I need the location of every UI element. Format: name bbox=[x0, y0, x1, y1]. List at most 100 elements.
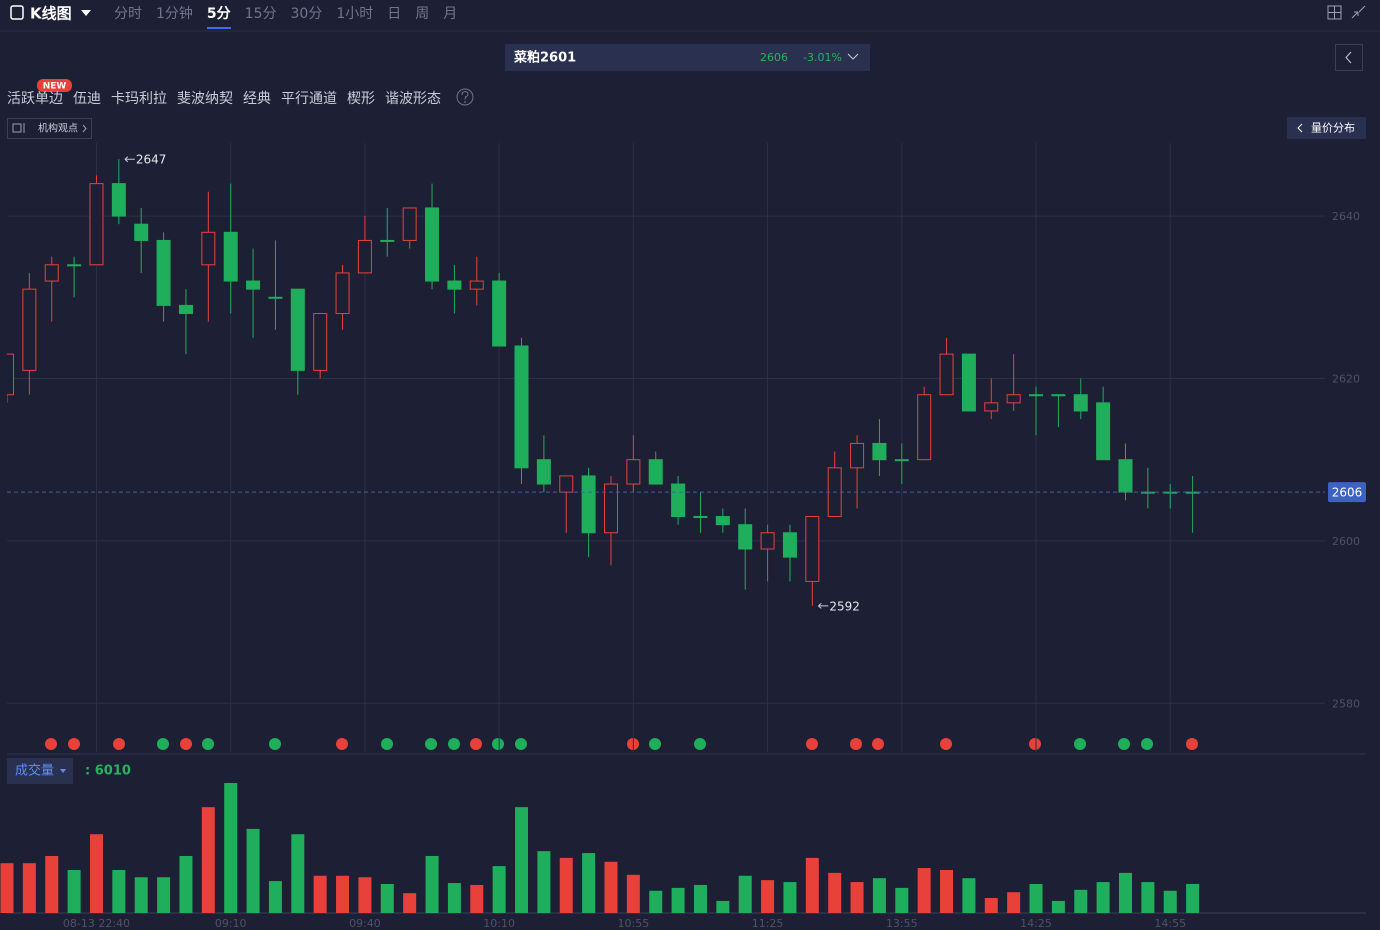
candle-body bbox=[1118, 459, 1133, 493]
volume-bar bbox=[895, 887, 909, 913]
volume-bar bbox=[246, 828, 260, 913]
drawing-tool[interactable]: 经典 bbox=[243, 91, 271, 107]
volume-bar bbox=[492, 866, 506, 913]
kline-icon[interactable] bbox=[10, 5, 24, 20]
new-badge bbox=[37, 79, 72, 92]
volume-current: : 6010 bbox=[85, 764, 131, 779]
volume-bar bbox=[224, 782, 238, 913]
volume-bar bbox=[1119, 872, 1132, 913]
drawing-tool[interactable]: 伍迪 bbox=[73, 91, 101, 107]
volume-bar bbox=[425, 855, 439, 913]
period-tab[interactable]: 分时 bbox=[114, 6, 142, 22]
symbol-box[interactable] bbox=[505, 44, 870, 71]
drawing-tool[interactable]: 斐波纳契 bbox=[177, 91, 233, 107]
y-tick-label: 2580 bbox=[1332, 697, 1360, 710]
candle-body bbox=[626, 459, 641, 485]
volume-bar bbox=[671, 887, 685, 913]
candle-body bbox=[514, 345, 529, 469]
period-tab[interactable]: 周 bbox=[415, 6, 430, 22]
volume-bar bbox=[201, 807, 215, 913]
candle-body bbox=[559, 475, 574, 493]
candle-body bbox=[290, 288, 305, 371]
top-bar bbox=[0, 0, 1380, 30]
volume-bar bbox=[1141, 882, 1155, 913]
volume-bar bbox=[917, 868, 931, 913]
candle-body bbox=[850, 442, 865, 469]
volume-bar bbox=[1074, 889, 1088, 913]
candle-body bbox=[22, 288, 37, 371]
period-tab[interactable]: 1分钟 bbox=[156, 6, 193, 22]
candle-body bbox=[67, 264, 82, 267]
period-tab[interactable]: 15分 bbox=[244, 6, 277, 22]
institution-icon bbox=[12, 123, 25, 133]
x-tick-label: 13:55 bbox=[886, 917, 918, 930]
candle-body bbox=[402, 207, 417, 241]
volume-bar bbox=[805, 857, 819, 913]
drawing-tool[interactable]: 活跃单边 bbox=[7, 91, 63, 107]
collapse-icon[interactable] bbox=[1351, 5, 1366, 19]
chart-kind[interactable]: K线图 bbox=[30, 5, 72, 23]
last-price-tag bbox=[1328, 482, 1366, 503]
institution-text[interactable]: 机构观点 bbox=[38, 122, 78, 135]
y-tick-label: 2600 bbox=[1332, 535, 1360, 548]
volume-bar bbox=[291, 834, 305, 913]
volume-bar bbox=[403, 893, 417, 913]
volume-bar bbox=[559, 857, 573, 913]
drawing-tool[interactable]: 卡玛利拉 bbox=[111, 91, 167, 107]
candle-body bbox=[89, 183, 104, 266]
candle-body bbox=[805, 516, 820, 582]
help-icon[interactable] bbox=[456, 88, 474, 106]
volume-profile-button[interactable] bbox=[1287, 117, 1366, 139]
layout-icon[interactable] bbox=[1327, 5, 1342, 20]
y-tick-label: 2640 bbox=[1332, 210, 1360, 223]
volume-bar bbox=[1186, 883, 1200, 913]
volume-bar bbox=[984, 898, 998, 913]
side-toggle-icon bbox=[1345, 51, 1352, 64]
volume-indicator[interactable]: 成交量 bbox=[15, 763, 54, 779]
candle-body bbox=[693, 516, 708, 519]
volume-bar bbox=[112, 869, 126, 913]
period-tab[interactable]: 1小时 bbox=[336, 6, 374, 22]
volume-bar bbox=[67, 869, 81, 913]
signal-icons bbox=[45, 738, 1198, 750]
side-toggle[interactable] bbox=[1335, 44, 1363, 71]
candle-body bbox=[469, 280, 484, 290]
volume-bar bbox=[268, 881, 282, 913]
dropdown-arrow[interactable] bbox=[81, 10, 91, 16]
new-badge-text: NEW bbox=[43, 82, 67, 92]
period-tab[interactable]: 5分 bbox=[206, 3, 231, 29]
symbol-dropdown[interactable] bbox=[847, 53, 859, 60]
period-tab[interactable]: 月 bbox=[443, 6, 458, 22]
period-tab[interactable]: 日 bbox=[387, 6, 402, 22]
period-tab[interactable]: 30分 bbox=[290, 6, 323, 22]
volume-bar bbox=[850, 882, 864, 913]
candle-body bbox=[939, 353, 954, 396]
volume-bar bbox=[336, 875, 350, 913]
drawing-tool[interactable]: 楔形 bbox=[347, 91, 375, 107]
y-tick-label: 2620 bbox=[1332, 372, 1360, 385]
drawing-tool[interactable]: 谐波形态 bbox=[385, 91, 441, 107]
volume-profile-text[interactable]: 量价分布 bbox=[1311, 122, 1355, 135]
high-annotation: 2647 bbox=[136, 153, 167, 167]
candle-body bbox=[782, 532, 797, 558]
candle-body bbox=[246, 280, 261, 290]
candle-body bbox=[536, 459, 551, 485]
candle-body bbox=[1051, 394, 1066, 397]
volume-bar bbox=[649, 890, 663, 913]
institution-box[interactable] bbox=[7, 118, 92, 139]
candle-body bbox=[961, 353, 976, 412]
candle-body bbox=[984, 402, 999, 412]
candle-body bbox=[357, 239, 372, 274]
volume-bar bbox=[22, 863, 36, 913]
volume-bar bbox=[157, 877, 171, 913]
candle-body bbox=[111, 183, 126, 217]
x-tick-label: 10:10 bbox=[483, 917, 515, 930]
volume-indicator-arrow bbox=[60, 769, 66, 773]
candle-body bbox=[738, 524, 753, 550]
candle-body bbox=[178, 304, 193, 315]
symbol-name: 菜粕2601 bbox=[513, 50, 576, 66]
candle-body bbox=[223, 231, 238, 282]
drawing-tool[interactable]: 平行通道 bbox=[281, 91, 337, 107]
institution-arrow bbox=[82, 124, 87, 133]
